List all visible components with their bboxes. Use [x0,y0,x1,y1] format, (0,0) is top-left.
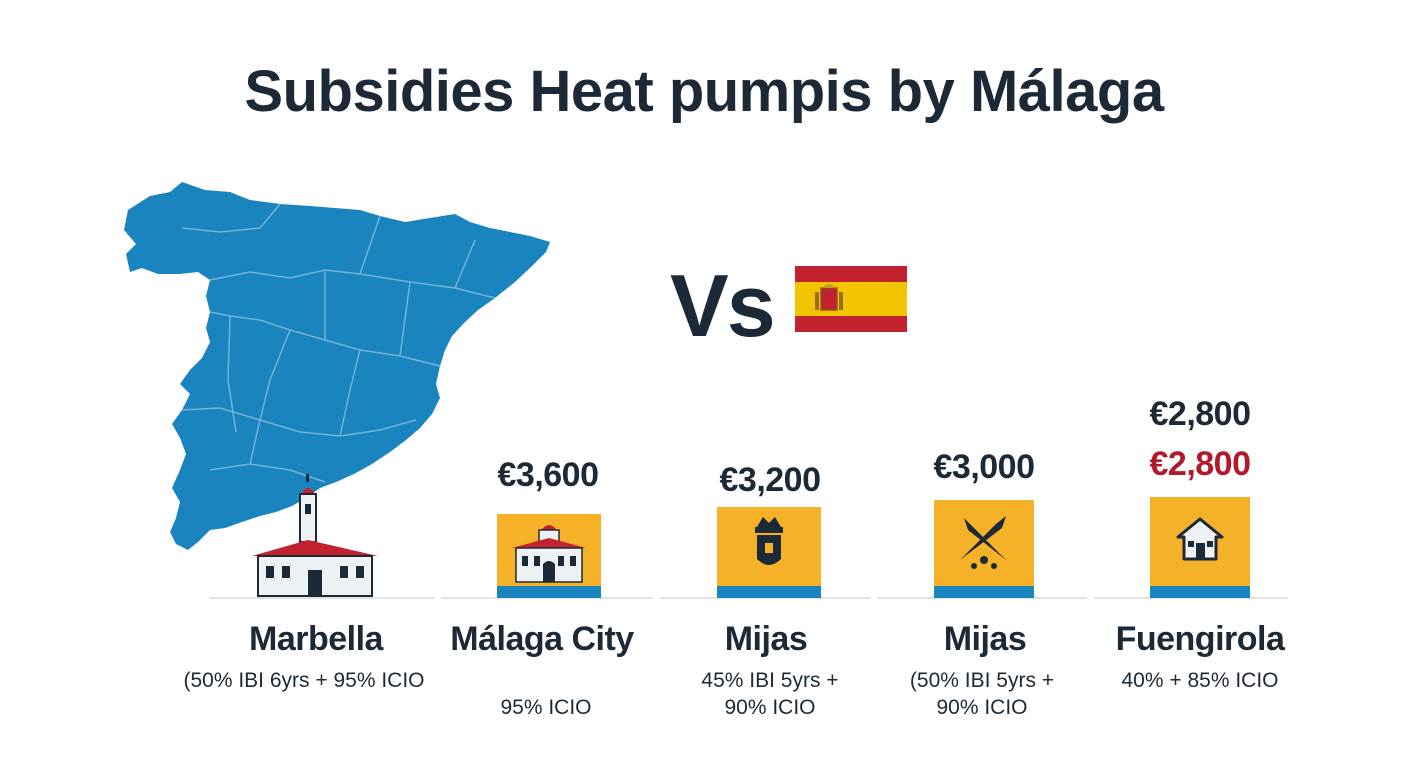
subsidy-detail: (50% IBI 5yrs + 90% ICIO [852,667,1112,721]
subsidy-amount-secondary: €2,800 [1149,445,1252,483]
subsidy-detail: 40% + 85% ICIO [1070,667,1330,694]
municipality-name: Mijas [943,620,1027,658]
municipality-tile [934,500,1034,598]
spain-flag-icon [795,266,907,332]
subsidy-detail: (50% IBI 6yrs + 95% ICIO [174,667,434,694]
municipality-tile [497,514,601,598]
subsidy-amount: €3,000 [933,448,1036,486]
subsidy-detail: 95% ICIO [416,694,676,721]
subsidy-detail-line: (50% IBI 6yrs + 95% ICIO [183,669,425,692]
divider [660,597,870,599]
municipality-name: Marbella [249,620,383,658]
tile-stripe [934,586,1034,598]
tile-stripe [717,586,821,598]
divider [877,597,1087,599]
divider [1094,597,1288,599]
municipality-name: Málaga City [450,620,634,658]
subsidy-detail: 45% IBI 5yrs + 90% ICIO [640,667,900,721]
subsidy-detail-line: 90% ICIO [724,696,816,719]
municipality-tile [717,507,821,598]
subsidy-amount: €3,600 [497,456,600,494]
subsidy-detail-line: 45% IBI 5yrs + [701,669,839,692]
municipality-tile [1150,497,1250,598]
municipality-name: Fuengirola [1115,620,1285,658]
municipality-name: Mijas [724,620,808,658]
subsidy-detail-line: 90% ICIO [936,696,1028,719]
spain-map [124,182,550,550]
house-icon [1176,517,1224,561]
vs-label: Vs [670,256,776,355]
page-title: Subsidies Heat pumpis by Málaga [244,59,1164,124]
subsidy-amount: €2,800 [1149,395,1252,433]
subsidy-detail-line: 40% + 85% ICIO [1121,669,1279,692]
crossed-fish-icon [960,516,1006,569]
tile-stripe [497,586,601,598]
subsidy-detail-line: 95% ICIO [500,696,592,719]
town-hall-icon [252,474,378,597]
coat-of-arms-icon [755,517,783,565]
divider [210,597,435,599]
subsidy-amount: €3,200 [719,461,822,499]
tile-stripe [1150,586,1250,598]
divider [441,597,653,599]
town-hall-icon [512,525,586,583]
subsidy-detail-line: (50% IBI 5yrs + [909,669,1055,692]
